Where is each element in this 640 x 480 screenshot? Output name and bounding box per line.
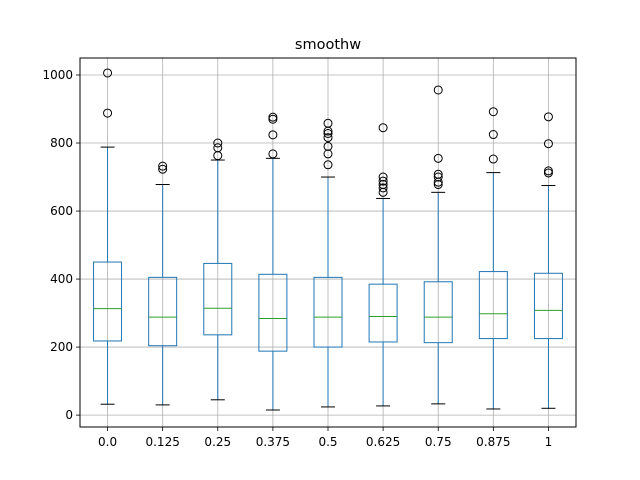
y-tick-label: 400 xyxy=(50,272,73,286)
box-group xyxy=(258,112,288,411)
flier-point xyxy=(213,138,223,148)
chart-title: smoothw xyxy=(295,37,361,53)
x-tick-label: 1 xyxy=(545,435,553,449)
flier-point xyxy=(103,68,113,78)
flier-point xyxy=(378,123,388,133)
flier-point xyxy=(488,107,498,117)
axis-ticks: 0 200 400 600 800 1000 0.0 0.125 0.25 0.375 0.5 0.6… xyxy=(42,68,552,449)
flier-point xyxy=(158,164,168,174)
x-tick-label: 0.0 xyxy=(98,435,117,449)
x-tick-label: 0.25 xyxy=(204,435,231,449)
box-series xyxy=(93,68,563,411)
flier-point xyxy=(323,141,333,151)
iqr-box xyxy=(148,276,178,347)
iqr-box xyxy=(423,281,453,344)
iqr-box xyxy=(533,272,563,340)
flier-point xyxy=(543,112,553,122)
x-tick-label: 0.375 xyxy=(256,435,290,449)
flier-point xyxy=(488,130,498,140)
y-tick-label: 600 xyxy=(50,204,73,218)
iqr-box xyxy=(478,271,508,340)
flier-point xyxy=(378,172,388,182)
y-tick-label: 1000 xyxy=(42,68,73,82)
x-tick-label: 0.75 xyxy=(425,435,452,449)
flier-point xyxy=(323,133,333,143)
box-group xyxy=(313,118,343,408)
y-tick-label: 800 xyxy=(50,136,73,150)
flier-point xyxy=(433,153,443,163)
iqr-box xyxy=(313,276,343,348)
flier-point xyxy=(433,180,443,190)
y-tick-label: 200 xyxy=(50,340,73,354)
flier-point xyxy=(378,183,388,193)
flier-point xyxy=(488,154,498,164)
flier-point xyxy=(378,180,388,190)
flier-point xyxy=(323,160,333,170)
box-group xyxy=(533,112,563,409)
x-tick-label: 0.125 xyxy=(145,435,179,449)
box-group xyxy=(423,85,453,405)
flier-point xyxy=(268,130,278,140)
y-tick-label: 0 xyxy=(65,408,73,422)
flier-point xyxy=(323,118,333,128)
flier-point xyxy=(433,169,443,179)
flier-point xyxy=(433,85,443,95)
x-tick-label: 0.875 xyxy=(476,435,510,449)
flier-point xyxy=(543,139,553,149)
flier-point xyxy=(323,129,333,139)
box-group xyxy=(203,138,233,401)
box-group xyxy=(368,123,398,407)
flier-point xyxy=(378,176,388,186)
box-group xyxy=(148,161,178,406)
flier-point xyxy=(433,172,443,182)
box-group xyxy=(478,107,508,410)
flier-point xyxy=(543,166,553,176)
flier-point xyxy=(103,108,113,118)
iqr-box xyxy=(368,283,398,343)
iqr-box xyxy=(203,262,233,336)
flier-point xyxy=(158,161,168,171)
x-tick-label: 0.625 xyxy=(366,435,400,449)
flier-point xyxy=(323,149,333,159)
flier-point xyxy=(268,149,278,159)
x-tick-label: 0.5 xyxy=(318,435,337,449)
iqr-box xyxy=(93,261,123,342)
iqr-box xyxy=(258,273,288,352)
flier-point xyxy=(268,112,278,122)
box-group xyxy=(93,68,123,405)
flier-point xyxy=(213,143,223,153)
